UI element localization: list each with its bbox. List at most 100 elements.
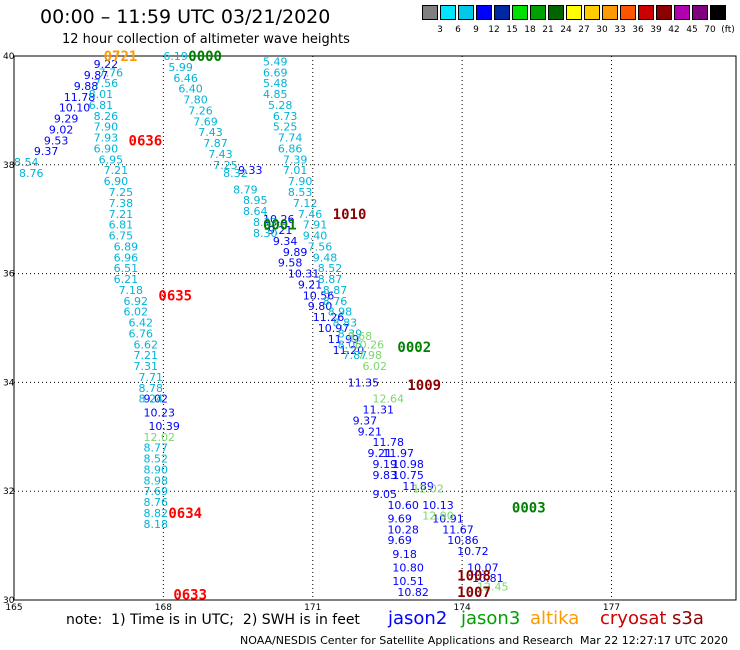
legend-tick-label: 27 [578, 25, 590, 35]
swh-value-jason3: 8.76 [19, 167, 43, 180]
swh-value-jason3: 6.81 [89, 99, 114, 112]
pass-time-label: 0721 [104, 49, 138, 65]
pass-time-label: 0635 [158, 288, 192, 304]
swh-value-jason2: 10.75 [392, 469, 424, 482]
swh-value-jason3: 8.98 [143, 474, 168, 487]
swh-value-jason3: 8.64 [243, 205, 268, 218]
swh-value-jason3: 6.02 [124, 306, 149, 319]
swh-value-jason2: 11.35 [348, 376, 380, 389]
y-tick-label: 34 [3, 378, 15, 388]
swh-value-jason2: 9.21 [268, 224, 293, 237]
y-tick-label: 40 [3, 52, 15, 62]
chart-title: 00:00 – 11:59 UTC 03/21/2020 [40, 6, 331, 28]
swh-value-jason2: 9.69 [387, 534, 412, 547]
x-tick-label: 165 [5, 603, 22, 613]
swh-value-jason2: 11.31 [363, 404, 395, 417]
pass-time-label: 0634 [168, 506, 202, 522]
legend-swatch [440, 5, 456, 20]
swh-value-jason3: 7.12 [293, 197, 318, 210]
swh-value-jason3: 7.46 [298, 208, 323, 221]
swh-value-jason2: 10.86 [447, 534, 479, 547]
swh-value-jason2: 11.99 [328, 333, 360, 346]
pass-time-label: 0633 [173, 588, 207, 604]
swh-value-jason2: 9.53 [44, 134, 69, 147]
swh-value-jason3: 7.26 [188, 104, 213, 117]
y-tick-label: 30 [3, 596, 15, 606]
legend-swatch [512, 5, 528, 20]
swh-value-jason3: 9.48 [313, 251, 338, 264]
swh-value-jason3: 7.31 [134, 360, 159, 373]
swh-value-jason3: 8.33 [253, 216, 278, 229]
legend-tick-label: 45 [686, 25, 698, 35]
swh-value-jason3: 7.87 [203, 137, 228, 150]
swh-value-jason3: 5.28 [268, 99, 293, 112]
swh-value-jason2: 9.37 [34, 145, 59, 158]
swh-value-jason2: 10.97 [318, 322, 350, 335]
swh-value-altika: 8.68 [348, 330, 373, 343]
legend-swatch [530, 5, 546, 20]
swh-value-jason3: 7.93 [94, 132, 119, 145]
pass-time-label: 1010 [333, 207, 367, 223]
swh-value-jason3: 6.21 [114, 273, 139, 286]
swh-value-altika: 10.26 [353, 338, 385, 351]
swh-value-jason2: 10.07 [467, 561, 499, 574]
legend-tick-label: 15 [506, 25, 518, 35]
swh-value-jason2: 9.29 [54, 113, 79, 126]
swh-value-jason3: 8.39 [338, 327, 363, 340]
swh-value-jason3: 7.91 [303, 219, 328, 232]
swh-value-jason3: 7.74 [278, 132, 303, 145]
legend-tick-label: 30 [596, 25, 608, 35]
legend-tick-label: 12 [488, 25, 500, 35]
swh-value-jason3: 6.90 [104, 175, 129, 188]
swh-value-jason2: 11.26 [313, 311, 345, 324]
swh-value-jason2: 10.23 [143, 406, 175, 419]
swh-value-jason3: 6.51 [114, 262, 139, 275]
legend-tick-label: 33 [614, 25, 626, 35]
swh-value-jason2: 9.05 [373, 488, 398, 501]
swh-value-jason3: 8.30 [253, 227, 278, 240]
satellite-legend-altika: altika [530, 608, 580, 629]
pass-time-label: 1009 [407, 378, 441, 394]
swh-value-altika: 12.64 [373, 393, 405, 406]
y-tick-label: 36 [3, 270, 15, 280]
legend-tick-label: 18 [524, 25, 536, 35]
plot-frame [13, 55, 737, 601]
swh-value-jason3: 7.18 [119, 284, 144, 297]
swh-value-jason2: 9.18 [392, 548, 417, 561]
satellite-legend-s3a: s3a [672, 608, 704, 629]
swh-value-jason3: 7.76 [99, 66, 124, 79]
legend-tick-label: 24 [560, 25, 572, 35]
legend-swatch [566, 5, 582, 20]
swh-value-jason3: 6.40 [178, 83, 203, 96]
legend-tick-label: 6 [455, 25, 461, 35]
swh-value-jason2: 11.97 [382, 447, 414, 460]
generated-timestamp: Mar 22 12:27:17 UTC 2020 [580, 634, 728, 647]
swh-value-jason3: 6.89 [114, 240, 139, 253]
swh-value-jason3: 7.56 [308, 240, 333, 253]
swh-value-jason3: 7.71 [138, 371, 163, 384]
swh-value-jason2: 9.21 [358, 425, 383, 438]
legend-tick-label: (ft) [721, 25, 735, 35]
swh-value-jason3: 7.56 [94, 77, 119, 90]
legend-swatch [494, 5, 510, 20]
swh-value-jason3: 6.73 [273, 110, 298, 123]
swh-value-altika: 12.02 [412, 482, 444, 495]
swh-value-altika: 12.45 [477, 580, 509, 593]
swh-value-jason2: 11.67 [442, 523, 474, 536]
swh-value-jason3: 6.76 [129, 327, 154, 340]
swh-value-jason3: 6.75 [109, 230, 134, 243]
pass-time-label: 0636 [129, 133, 163, 149]
swh-value-jason2: 9.69 [387, 512, 412, 525]
swh-value-jason2: 9.21 [298, 278, 323, 291]
legend-tick-label: 42 [668, 25, 680, 35]
swh-value-jason3: 7.69 [143, 485, 168, 498]
legend-tick-label: 36 [632, 25, 644, 35]
pass-time-label: 1008 [457, 569, 491, 585]
swh-value-jason3: 8.05 [338, 338, 363, 351]
swh-value-jason3: 6.86 [278, 142, 303, 155]
swh-value-jason3: 7.21 [109, 208, 134, 221]
legend-swatch [584, 5, 600, 20]
swh-value-jason3: 7.25 [109, 186, 134, 199]
swh-value-jason3: 7.01 [283, 164, 308, 177]
